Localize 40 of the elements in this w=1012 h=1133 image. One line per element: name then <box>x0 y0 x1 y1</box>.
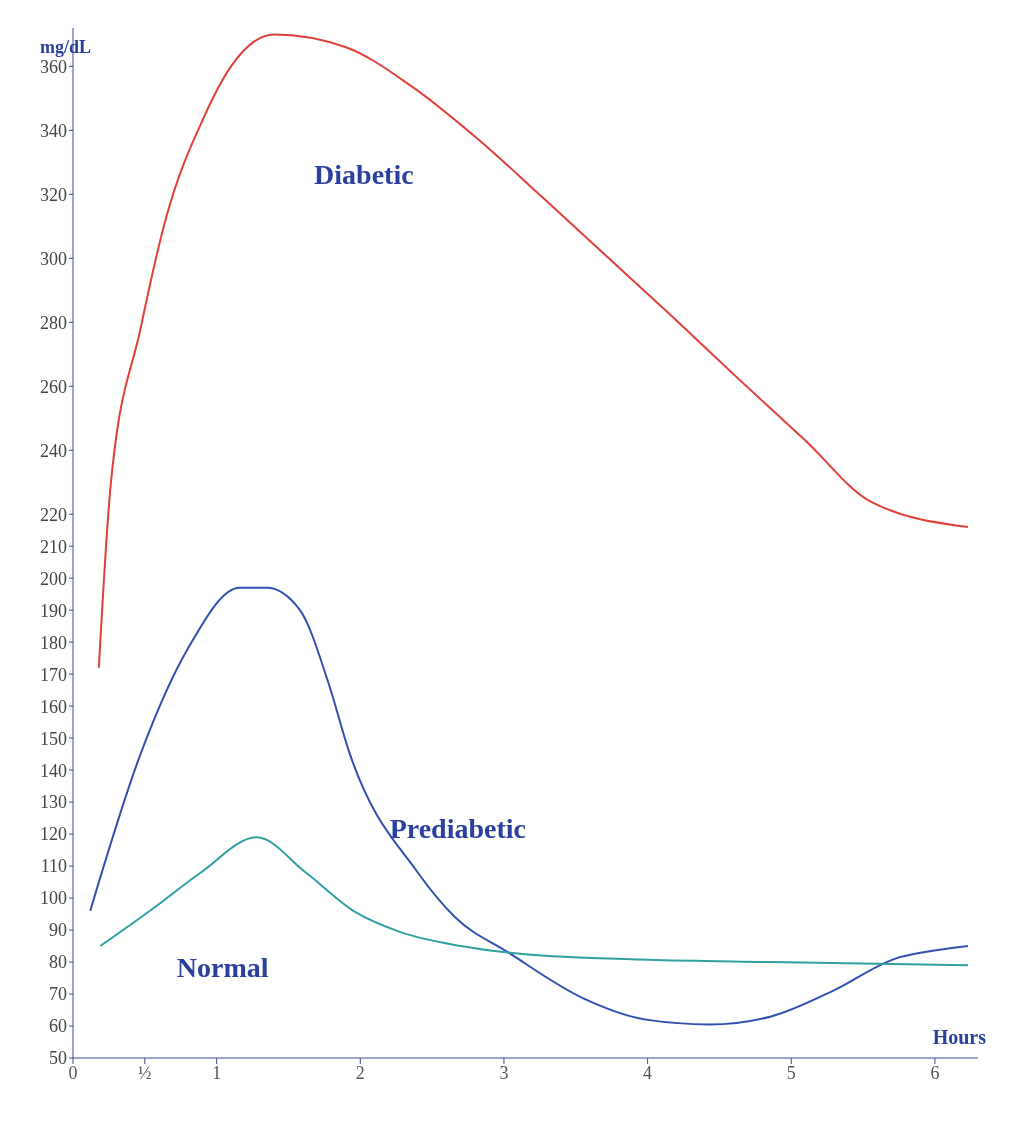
x-tick-label: 0 <box>68 1062 78 1083</box>
y-tick-label: 150 <box>40 728 67 749</box>
x-tick-label: 5 <box>786 1062 796 1083</box>
y-tick-label: 120 <box>40 824 67 845</box>
y-tick-label: 50 <box>49 1048 67 1069</box>
y-tick-label: 340 <box>40 120 67 141</box>
line-series <box>97 33 969 669</box>
y-tick-label: 100 <box>40 888 67 909</box>
series-label: Normal <box>176 952 269 984</box>
y-tick-label: 260 <box>40 376 67 397</box>
y-tick-label: 160 <box>40 696 67 717</box>
y-tick-label: 240 <box>40 440 67 461</box>
x-tick-label: 4 <box>643 1062 653 1083</box>
y-tick-label: 360 <box>40 56 67 77</box>
x-axis-title: Hours <box>932 1026 987 1049</box>
y-tick-label: 280 <box>40 312 67 333</box>
y-tick-label: 80 <box>49 952 67 973</box>
x-tick-label: 1 <box>212 1062 222 1083</box>
y-tick-label: 140 <box>40 760 67 781</box>
series-label: Prediabetic <box>389 812 526 844</box>
y-tick-label: 70 <box>49 984 67 1005</box>
y-tick-label: 170 <box>40 664 67 685</box>
x-tick-label: 6 <box>930 1062 940 1083</box>
y-tick-label: 200 <box>40 568 67 589</box>
y-tick-label: 180 <box>40 632 67 653</box>
y-tick-label: 190 <box>40 600 67 621</box>
text: Diabetic <box>314 159 414 191</box>
y-tick-label: 300 <box>40 248 67 269</box>
y-tick-label: 60 <box>49 1016 67 1037</box>
y-tick-label: 320 <box>40 184 67 205</box>
y-tick-label: 210 <box>40 536 67 557</box>
x-tick-label: 2 <box>355 1062 365 1083</box>
y-tick-label: 90 <box>49 920 67 941</box>
y-tick-label: 130 <box>40 792 67 813</box>
x-tick-label: ½ <box>138 1062 152 1083</box>
line-series <box>89 586 969 1026</box>
y-axis-title: mg/dL <box>40 36 92 57</box>
x-tick-label: 3 <box>499 1062 509 1083</box>
y-tick-label: 110 <box>40 856 67 877</box>
y-tick-label: 220 <box>40 504 67 525</box>
